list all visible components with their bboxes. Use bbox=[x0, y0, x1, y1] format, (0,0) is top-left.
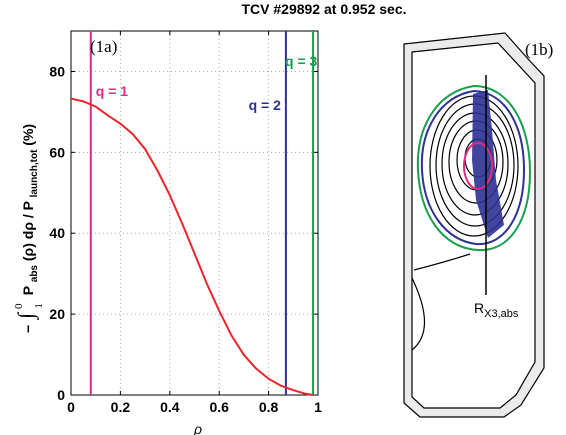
lcfs-blue-surface bbox=[420, 89, 526, 246]
grid bbox=[71, 31, 318, 395]
x-tick-label: 0.2 bbox=[111, 399, 131, 415]
y-axis: 0 20 40 60 80 bbox=[49, 63, 318, 403]
y-tick-label: 0 bbox=[57, 387, 65, 403]
y-label-unit: (%) bbox=[20, 124, 36, 146]
q1-surface bbox=[463, 142, 493, 190]
y-axis-label: − ∫ 0 1 P abs (ρ) dρ / P launch,tot (%) bbox=[9, 124, 45, 333]
divertor-leg-lower bbox=[411, 277, 426, 351]
series-lines bbox=[70, 97, 314, 396]
y-tick-label: 20 bbox=[49, 306, 65, 322]
series-line-absorbed-power bbox=[70, 97, 314, 396]
y-label-p: P bbox=[20, 286, 36, 295]
x-tick-label: 0.8 bbox=[259, 399, 279, 415]
y-tick-label: 60 bbox=[49, 144, 65, 160]
y-label-middle: (ρ) dρ / P bbox=[20, 201, 36, 261]
q-surface-label: q = 2 bbox=[249, 97, 282, 113]
figure-title: TCV #29892 at 0.952 sec. bbox=[241, 1, 406, 17]
y-label-integral: ∫ bbox=[13, 311, 39, 321]
panel-1b-poloidal-cross-section: (1b) RX3,abs bbox=[403, 32, 553, 418]
panel-1a-chart: 0 20 40 60 80 0 0.2 0.4 0.6 0.8 1 q = 1 q = 2 q = 3… bbox=[9, 30, 322, 435]
y-label-abs-subscript: abs bbox=[29, 265, 40, 283]
resonance-label-subscript: X3,abs bbox=[484, 308, 519, 320]
resonance-label: RX3,abs bbox=[474, 300, 519, 320]
resonance-label-main: R bbox=[474, 300, 484, 316]
panel-label-1b: (1b) bbox=[525, 40, 553, 59]
x-tick-label: 0 bbox=[67, 399, 75, 415]
x-tick-label: 1 bbox=[314, 399, 322, 415]
y-tick-label: 40 bbox=[49, 225, 65, 241]
y-label-launch-subscript: launch,tot bbox=[29, 149, 40, 197]
x-axis: 0 0.2 0.4 0.6 0.8 1 bbox=[67, 31, 322, 415]
q-surface-lines: q = 1 q = 2 q = 3 bbox=[89, 31, 318, 395]
absorption-region bbox=[472, 90, 504, 238]
x-tick-label: 0.4 bbox=[160, 399, 180, 415]
x-tick-label: 0.6 bbox=[209, 399, 229, 415]
y-label-minus: − bbox=[20, 325, 36, 333]
panel-label-1a: (1a) bbox=[90, 37, 117, 56]
y-label-upper-limit: 0 bbox=[13, 303, 25, 309]
y-label-lower-limit: 1 bbox=[33, 303, 45, 309]
lcfs-green-surface bbox=[416, 84, 532, 252]
svg-text:− ∫ 0: − ∫ 0 1 P abs (ρ) dρ / P launch,tot (%) bbox=[9, 124, 45, 333]
q-surface-label: q = 3 bbox=[285, 53, 318, 69]
x-axis-label: ρ bbox=[193, 421, 202, 435]
plot-area-frame bbox=[70, 30, 319, 396]
q-surface-label: q = 1 bbox=[96, 83, 129, 99]
divertor-leg-left bbox=[413, 253, 471, 271]
y-tick-label: 80 bbox=[49, 63, 65, 79]
